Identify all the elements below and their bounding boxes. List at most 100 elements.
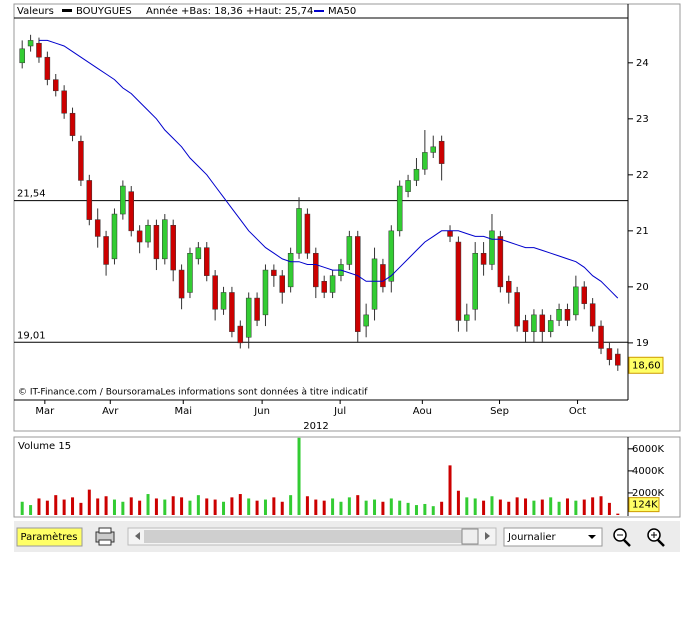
- volume-tick-label: 4000K: [632, 466, 664, 477]
- candle-body: [27, 40, 34, 47]
- y-tick-label: 19: [636, 338, 649, 349]
- params-button[interactable]: [16, 527, 83, 547]
- volume-bar: [129, 497, 133, 515]
- candle-body: [472, 252, 478, 310]
- candle-body: [464, 314, 470, 321]
- volume-bar: [154, 498, 158, 515]
- x-tick-label: Aou: [413, 406, 432, 417]
- candle-body: [128, 191, 134, 232]
- volume-bar: [79, 502, 83, 515]
- volume-bar: [104, 496, 108, 515]
- volume-bar: [62, 499, 66, 515]
- candle-body: [447, 230, 453, 237]
- candle-body: [153, 224, 160, 260]
- candle-body: [78, 140, 84, 181]
- last-price-box: [628, 356, 664, 374]
- level-label: 19,01: [17, 330, 46, 341]
- zoom-in[interactable]: [647, 528, 665, 547]
- volume-bar: [205, 498, 209, 515]
- legend-label: Valeurs: [17, 6, 54, 17]
- candle-body: [522, 320, 529, 332]
- candle-body: [329, 275, 336, 293]
- volume-bar: [331, 498, 335, 515]
- volume-bar: [263, 499, 267, 515]
- select-arrow: [588, 535, 596, 539]
- candle-body: [405, 180, 411, 192]
- volume-bar: [364, 500, 368, 515]
- scroll-left[interactable]: [135, 532, 140, 540]
- volume-bar: [498, 499, 502, 515]
- candle-body: [363, 314, 369, 327]
- candle-body: [111, 213, 118, 260]
- candle-body: [304, 213, 311, 254]
- candle-body: [455, 241, 462, 321]
- candle-body: [53, 79, 59, 92]
- candle-body: [313, 252, 319, 288]
- candle-body: [279, 275, 285, 293]
- scroll-right[interactable]: [485, 532, 490, 540]
- volume-bar: [87, 489, 91, 515]
- params-label[interactable]: Paramètres: [20, 531, 77, 543]
- volume-bar: [582, 499, 586, 515]
- candle-body: [237, 325, 244, 344]
- volume-bar: [255, 500, 259, 515]
- volume-bar: [96, 498, 100, 515]
- volume-bar: [322, 500, 326, 515]
- x-tick-label: Mar: [35, 406, 55, 417]
- candle-body: [556, 309, 562, 321]
- volume-bar: [339, 501, 343, 515]
- candle-body: [204, 247, 210, 276]
- copyright: © IT-Finance.com / BoursoramaLes informa…: [18, 387, 368, 398]
- candle-body: [422, 152, 428, 170]
- level-label: 21,54: [17, 189, 46, 200]
- candle-body: [187, 252, 193, 293]
- volume-bar: [440, 501, 444, 515]
- candle-body: [136, 230, 143, 243]
- volume-bar: [398, 500, 402, 515]
- candle-body: [355, 236, 361, 332]
- zoom-out[interactable]: [613, 528, 631, 547]
- print-icon[interactable]: [95, 527, 115, 546]
- candle-body: [598, 325, 604, 349]
- candle-body: [589, 303, 596, 327]
- volume-bar: [238, 494, 242, 515]
- candle-body: [388, 230, 395, 282]
- candle-body: [195, 247, 202, 260]
- volume-bar: [112, 499, 116, 515]
- last-price-label: 18,60: [632, 360, 661, 371]
- volume-panel: [13, 436, 681, 518]
- candle-body: [438, 140, 445, 164]
- candle-body: [573, 286, 579, 316]
- period-label[interactable]: Journalier: [507, 532, 557, 543]
- volume-bar: [381, 501, 385, 515]
- volume-bar: [557, 501, 561, 515]
- period-select[interactable]: [503, 527, 603, 547]
- candle-body: [271, 269, 277, 276]
- candle-body: [321, 281, 327, 293]
- ma-line: [39, 39, 619, 299]
- y-tick-label: 23: [636, 114, 649, 125]
- candle-body: [296, 208, 302, 254]
- candle-body: [220, 292, 227, 310]
- candle-body: [581, 286, 587, 304]
- price-panel: [13, 3, 681, 432]
- candle-body: [162, 219, 168, 260]
- volume-bar: [490, 496, 494, 515]
- scroll-thumb[interactable]: [461, 528, 479, 545]
- candle-body: [489, 230, 495, 265]
- x-tick-label: Sep: [490, 406, 509, 417]
- symbol: BOUYGUES: [76, 6, 132, 17]
- candle-body: [547, 320, 554, 332]
- volume-bar: [347, 497, 351, 515]
- candle-body: [606, 348, 613, 360]
- candle-body: [346, 236, 353, 265]
- year-label: 2012: [303, 421, 328, 432]
- volume-bar: [524, 498, 528, 515]
- candle-body: [254, 297, 260, 321]
- candle-body: [69, 112, 76, 136]
- volume-bar: [356, 495, 360, 515]
- candle-body: [371, 258, 378, 310]
- volume-bar: [540, 499, 544, 515]
- volume-bar: [146, 494, 150, 515]
